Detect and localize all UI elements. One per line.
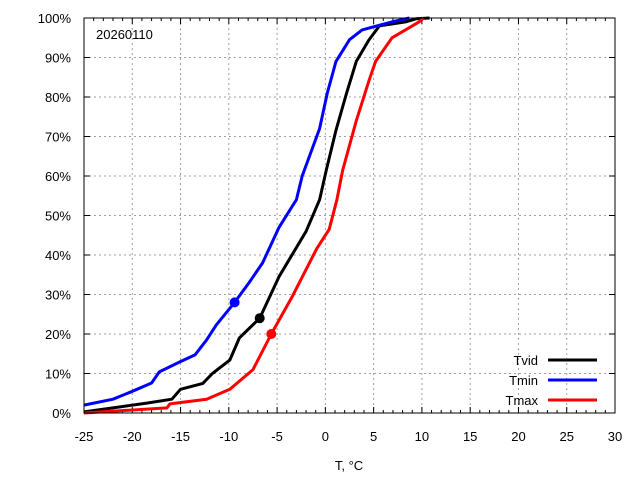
legend: Tvid Tmin Tmax [506, 353, 597, 408]
plot-frame [83, 17, 616, 414]
y-tick-label: 70% [45, 130, 71, 145]
y-tick-label: 100% [38, 11, 72, 26]
x-tick-label: -5 [271, 429, 283, 444]
y-tick-label: 30% [45, 288, 71, 303]
series-line-tvid [83, 16, 430, 414]
x-tick-label: 20 [511, 429, 525, 444]
x-tick-label: 10 [415, 429, 429, 444]
y-tick-label: 80% [45, 90, 71, 105]
y-tick-label: 10% [45, 367, 71, 382]
series-marker-tmin [229, 297, 240, 308]
y-tick-label: 90% [45, 51, 71, 66]
series-line-tmax [83, 16, 425, 415]
y-tick-label: 50% [45, 209, 71, 224]
y-tick-label: 20% [45, 327, 71, 342]
series-line-tmin [83, 16, 410, 407]
x-tick-label: -25 [75, 429, 94, 444]
x-tick-label: -10 [219, 429, 238, 444]
chart-title: 20260110 [96, 27, 153, 42]
x-tick-label: -20 [123, 429, 142, 444]
legend-label: Tmax [506, 393, 539, 408]
x-tick-label: 30 [608, 429, 622, 444]
x-tick-label: 15 [463, 429, 477, 444]
legend-label: Tvid [513, 353, 538, 368]
y-tick-label: 40% [45, 248, 71, 263]
x-tick-label: 5 [370, 429, 377, 444]
y-tick-label: 60% [45, 169, 71, 184]
x-tick-label: -15 [171, 429, 190, 444]
series-lines [83, 16, 430, 415]
x-axis-label: T, °C [335, 458, 363, 473]
y-tick-label: 0% [52, 406, 71, 421]
series-marker-tmax [266, 329, 277, 339]
series-marker-tvid [254, 313, 265, 324]
legend-label: Tmin [509, 373, 538, 388]
axis-ticks: -25 -20 -15 -10 -5 0 5 10 15 20 25 30 0% 10% 20% 30% 40%… [38, 11, 622, 444]
x-tick-label: 25 [559, 429, 573, 444]
grid [84, 18, 615, 413]
x-tick-label: 0 [322, 429, 329, 444]
